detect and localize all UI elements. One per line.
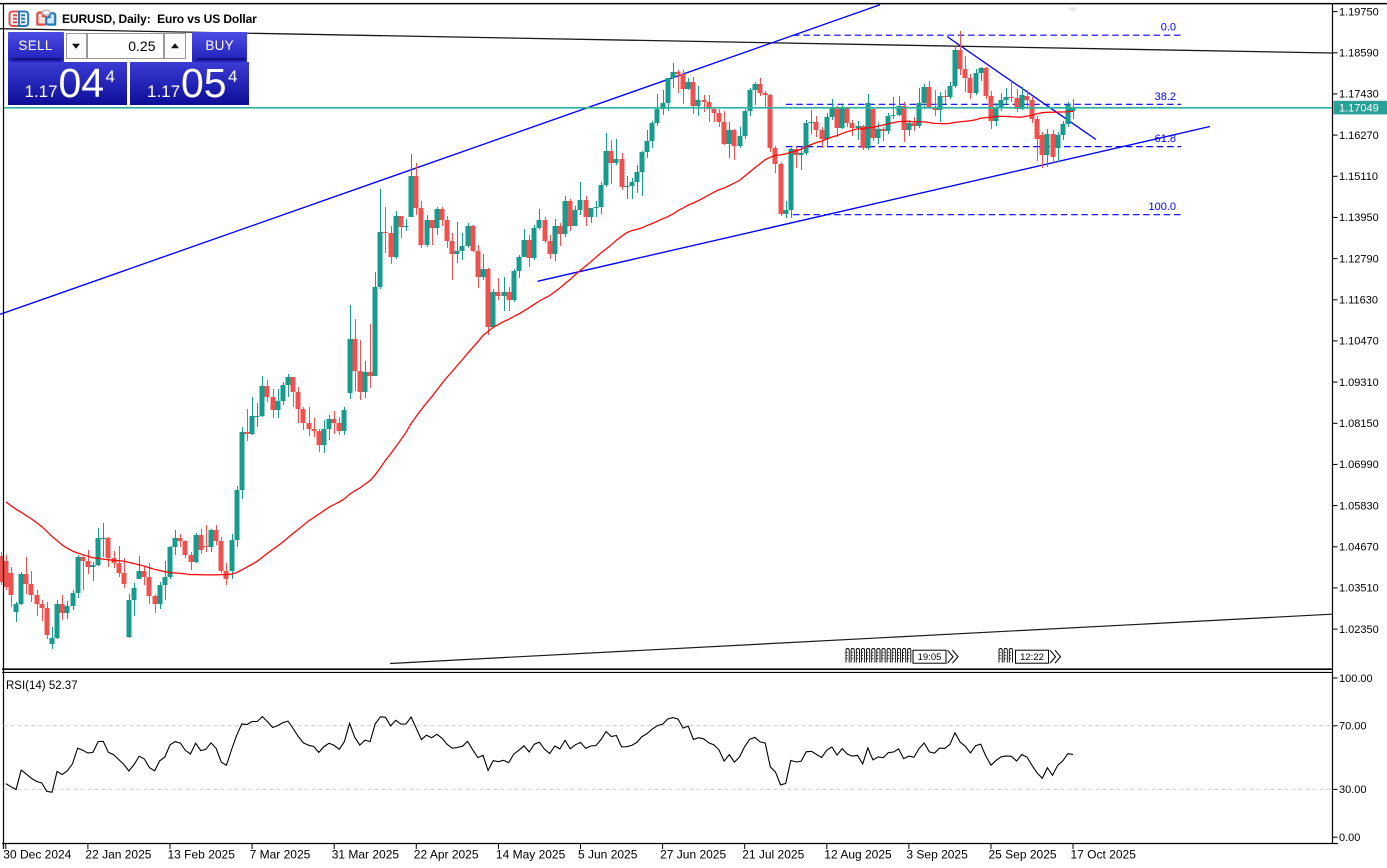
svg-text:1.17430: 1.17430 [1339, 89, 1379, 101]
svg-text:1.12790: 1.12790 [1339, 253, 1379, 265]
svg-text:100.0: 100.0 [1148, 201, 1176, 213]
svg-text:22 Apr 2025: 22 Apr 2025 [414, 848, 479, 862]
svg-text:1.19750: 1.19750 [1339, 6, 1379, 18]
svg-text:31 Mar 2025: 31 Mar 2025 [332, 848, 400, 862]
svg-text:1.13950: 1.13950 [1339, 212, 1379, 224]
svg-text:EURUSD, Daily: Euro vs US Dol: EURUSD, Daily: Euro vs US Dollar [62, 12, 257, 26]
svg-text:12:22: 12:22 [1020, 652, 1044, 663]
svg-text:0.00: 0.00 [1339, 832, 1360, 844]
svg-text:1.08150: 1.08150 [1339, 418, 1379, 430]
svg-text:30.00: 30.00 [1339, 784, 1367, 796]
svg-text:38.2: 38.2 [1155, 91, 1176, 103]
svg-text:17 Oct 2025: 17 Oct 2025 [1071, 848, 1137, 862]
svg-text:1.02350: 1.02350 [1339, 624, 1379, 636]
svg-text:1.09310: 1.09310 [1339, 377, 1379, 389]
svg-text:1.03510: 1.03510 [1339, 583, 1379, 595]
svg-text:1.11630: 1.11630 [1339, 295, 1378, 307]
svg-text:19:05: 19:05 [918, 652, 942, 663]
svg-text:1.10470: 1.10470 [1339, 336, 1379, 348]
svg-text:1.15110: 1.15110 [1339, 171, 1378, 183]
svg-text:61.8: 61.8 [1155, 133, 1176, 145]
svg-text:3 Sep 2025: 3 Sep 2025 [906, 848, 968, 862]
svg-text:22 Jan 2025: 22 Jan 2025 [85, 848, 151, 862]
svg-text:RSI(14) 52.37: RSI(14) 52.37 [6, 680, 78, 692]
svg-text:7 Mar 2025: 7 Mar 2025 [250, 848, 311, 862]
svg-text:1.16270: 1.16270 [1339, 130, 1379, 142]
svg-text:21 Jul 2025: 21 Jul 2025 [742, 848, 804, 862]
svg-text:1.04670: 1.04670 [1339, 542, 1379, 554]
svg-text:70.00: 70.00 [1339, 721, 1367, 733]
svg-text:1.17049: 1.17049 [1339, 102, 1379, 114]
svg-text:1.06990: 1.06990 [1339, 459, 1379, 471]
svg-text:0.0: 0.0 [1161, 22, 1176, 34]
svg-text:30 Dec 2024: 30 Dec 2024 [3, 848, 71, 862]
svg-text:14 May 2025: 14 May 2025 [496, 848, 566, 862]
svg-text:1.18590: 1.18590 [1339, 48, 1379, 60]
svg-text:12 Aug 2025: 12 Aug 2025 [824, 848, 892, 862]
svg-text:5 Jun 2025: 5 Jun 2025 [578, 848, 638, 862]
svg-text:13 Feb 2025: 13 Feb 2025 [168, 848, 236, 862]
svg-text:1.05830: 1.05830 [1339, 500, 1379, 512]
svg-text:27 Jun 2025: 27 Jun 2025 [660, 848, 726, 862]
svg-text:100.00: 100.00 [1339, 673, 1373, 685]
svg-text:25 Sep 2025: 25 Sep 2025 [989, 848, 1057, 862]
